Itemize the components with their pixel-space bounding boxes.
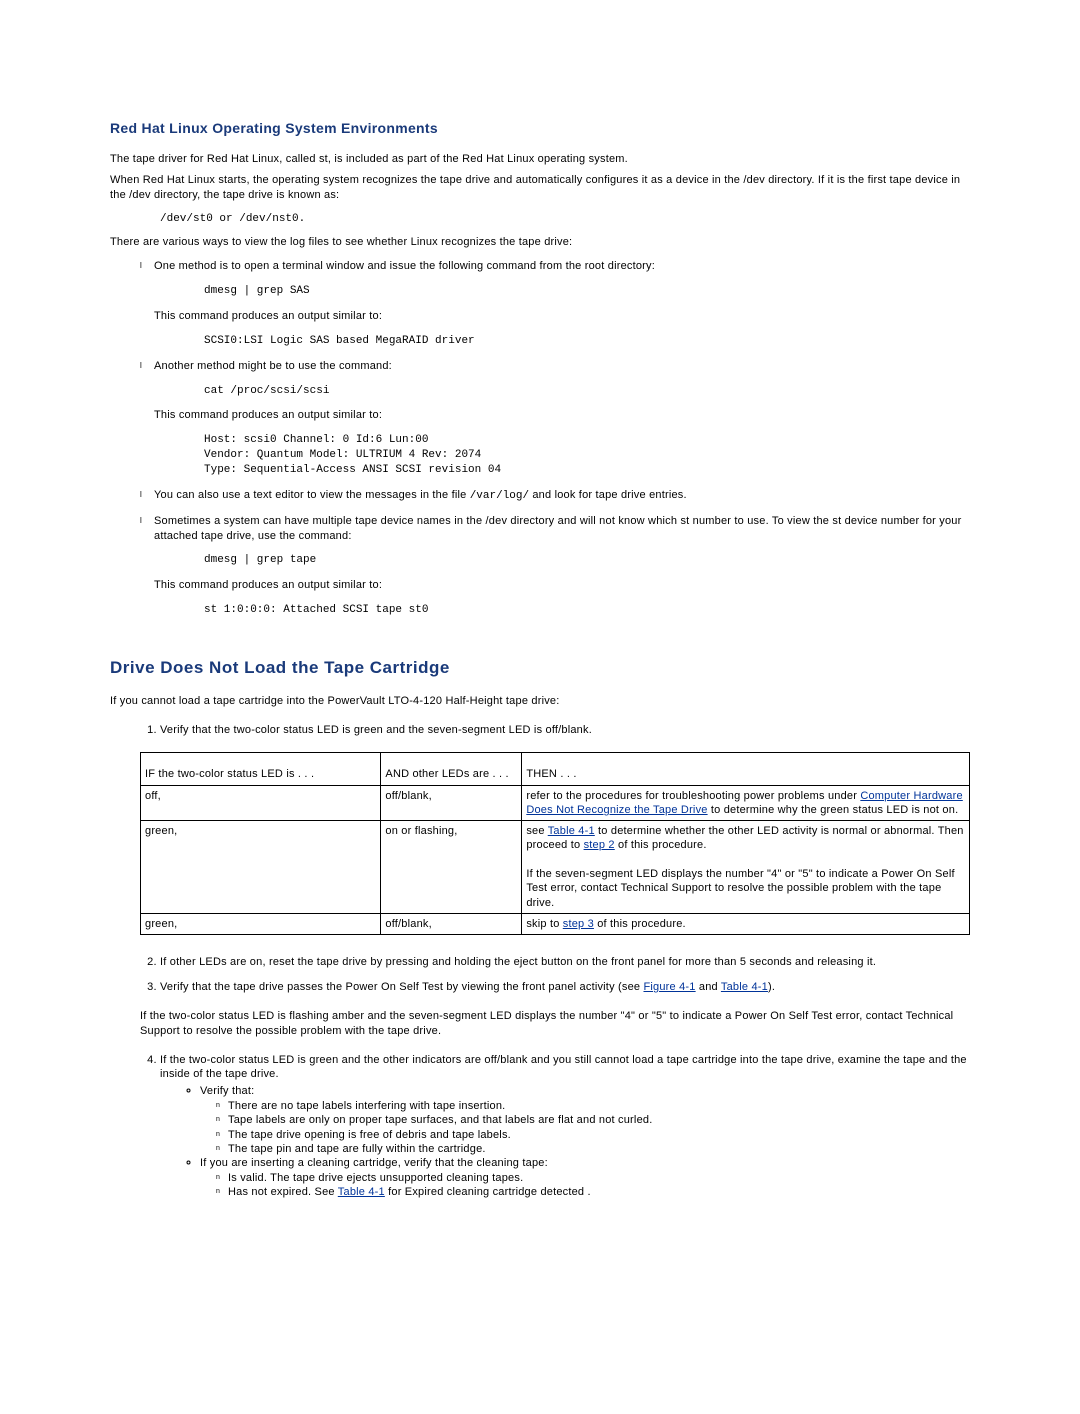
para-output1: This command produces an output similar … [154,309,970,324]
para-dev-config: When Red Hat Linux starts, the operating… [110,173,970,203]
verify-labels-proper: Tape labels are only on proper tape surf… [216,1113,970,1127]
step3-and: and [696,981,721,993]
verify-that-label: Verify that: [200,1085,254,1097]
r3c3: skip to step 3 of this procedure. [522,913,970,934]
r3c3-b: of this procedure. [594,918,686,930]
r2c3-a: see [526,825,547,837]
r3c3-a: skip to [526,918,562,930]
th-if: IF the two-color status LED is . . . [141,752,381,785]
th-then: THEN . . . [522,752,970,785]
r3c1: green, [141,913,381,934]
para-cannot-load: If you cannot load a tape cartridge into… [110,694,970,709]
para-output3: This command produces an output similar … [154,578,970,593]
r2c3-c: of this procedure. [615,839,707,851]
step-2: If other LEDs are on, reset the tape dri… [160,955,970,970]
verify-that: Verify that: There are no tape labels in… [200,1084,970,1156]
link-step2[interactable]: step 2 [584,839,615,851]
cleaning-label: If you are inserting a cleaning cartridg… [200,1157,548,1169]
r1c1: off, [141,785,381,821]
code-devpath: /dev/st0 or /dev/nst0. [160,213,970,225]
bullet-text-2: Another method might be to use the comma… [154,360,392,372]
para-driver-intro: The tape driver for Red Hat Linux, calle… [110,152,970,167]
bullet-text-3b: and look for tape drive entries. [529,489,687,501]
bullet-text-1: One method is to open a terminal window … [154,260,655,272]
link-step3[interactable]: step 3 [563,918,594,930]
bullet-method1: One method is to open a terminal window … [140,259,970,348]
code-dmesg-sas: dmesg | grep SAS [204,284,970,299]
r1c3-text-a: refer to the procedures for troubleshoot… [526,790,860,802]
code-output-st0: st 1:0:0:0: Attached SCSI tape st0 [204,603,970,618]
code-cat-proc: cat /proc/scsi/scsi [204,384,970,399]
r1c3-text-b: to determine why the green status LED is… [708,804,959,816]
step-3: Verify that the tape drive passes the Po… [160,980,970,995]
para-logfiles: There are various ways to view the log f… [110,235,970,250]
r1c3: refer to the procedures for troubleshoot… [522,785,970,821]
r2c2: on or flashing, [381,821,522,914]
step3-a: Verify that the tape drive passes the Po… [160,981,643,993]
code-output-sas: SCSI0:LSI Logic SAS based MegaRAID drive… [204,334,970,349]
th-and: AND other LEDs are . . . [381,752,522,785]
para-flashing-amber: If the two-color status LED is flashing … [140,1009,970,1039]
link-figure41[interactable]: Figure 4-1 [643,981,695,993]
cleaning-exp-a: Has not expired. See [228,1186,338,1198]
step-1: Verify that the two-color status LED is … [160,723,970,738]
code-output-scsi: Host: scsi0 Channel: 0 Id:6 Lun:00 Vendo… [204,433,970,478]
verify-labels-interfere: There are no tape labels interfering wit… [216,1099,970,1113]
code-varlog: /var/log/ [470,490,529,502]
cleaning-cartridge: If you are inserting a cleaning cartridg… [200,1156,970,1199]
step-4: If the two-color status LED is green and… [160,1053,970,1200]
verify-pin-within: The tape pin and tape are fully within t… [216,1142,970,1156]
link-table41-b[interactable]: Table 4-1 [721,981,768,993]
r3c2: off/blank, [381,913,522,934]
step4-text: If the two-color status LED is green and… [160,1054,967,1081]
bullet-varlog: You can also use a text editor to view t… [140,488,970,504]
cleaning-exp-b: for Expired cleaning cartridge detected … [385,1186,591,1198]
r2c3-d: If the seven-segment LED displays the nu… [526,868,954,909]
cleaning-expired: Has not expired. See Table 4-1 for Expir… [216,1185,970,1199]
r2c1: green, [141,821,381,914]
link-table41-c[interactable]: Table 4-1 [338,1186,385,1198]
cleaning-valid: Is valid. The tape drive ejects unsuppor… [216,1171,970,1185]
heading-redhat: Red Hat Linux Operating System Environme… [110,120,970,136]
verify-opening-free: The tape drive opening is free of debris… [216,1128,970,1142]
step3-b: ). [768,981,775,993]
bullet-method2: Another method might be to use the comma… [140,359,970,478]
bullet-multiple: Sometimes a system can have multiple tap… [140,514,970,618]
r1c2: off/blank, [381,785,522,821]
link-table41-a[interactable]: Table 4-1 [548,825,595,837]
r2c3: see Table 4-1 to determine whether the o… [522,821,970,914]
code-dmesg-tape: dmesg | grep tape [204,553,970,568]
heading-drive-noload: Drive Does Not Load the Tape Cartridge [110,658,970,678]
para-output2: This command produces an output similar … [154,408,970,423]
bullet-text-3a: You can also use a text editor to view t… [154,489,470,501]
bullet-text-4: Sometimes a system can have multiple tap… [154,515,961,542]
truth-table: IF the two-color status LED is . . . AND… [140,752,970,936]
